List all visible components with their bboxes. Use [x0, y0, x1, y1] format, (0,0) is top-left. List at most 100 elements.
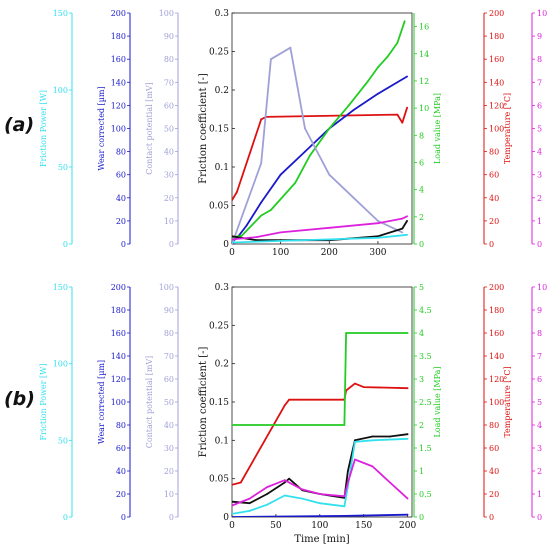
data-point — [406, 106, 408, 109]
data-point — [371, 465, 374, 468]
aux-axis-1: 0 20 40 60 80 100 120 140 160 180 200 Wear correcte… — [97, 283, 131, 522]
data-point — [255, 236, 258, 239]
aux-axis-5: 012345678910AE RMS [V] — [531, 283, 547, 522]
data-point — [279, 240, 282, 242]
aux-axis-tick-label: 60 — [164, 375, 174, 384]
data-point — [401, 231, 404, 234]
aux-axis-tick-label: 8 — [537, 329, 542, 338]
series-line-0 — [232, 382, 408, 486]
data-point — [279, 231, 282, 234]
aux-axis-label: Wear corrected [µm] — [97, 360, 106, 444]
data-point — [406, 75, 408, 78]
aux-axis-tick-label: 8 — [537, 55, 542, 64]
data-point — [367, 80, 370, 82]
aux-axis-tick-label: 150 — [53, 283, 68, 292]
aux-axis-tick-label: 200 — [489, 283, 504, 292]
data-point — [318, 493, 321, 495]
data-point — [260, 118, 263, 121]
data-point — [245, 224, 248, 227]
aux-axis-tick-label: 100 — [53, 86, 68, 95]
x-axis-label: Time [min] — [294, 534, 349, 545]
data-point — [389, 435, 391, 438]
aux-axis-tick-label: 40 — [164, 421, 174, 430]
data-point — [328, 173, 331, 176]
data-point — [255, 239, 258, 242]
aux-axis-tick-label: 9 — [537, 32, 542, 41]
aux-axis-tick-label: 20 — [489, 490, 499, 499]
x-tick-label: 50 — [270, 521, 282, 531]
data-point — [377, 66, 379, 69]
data-point — [406, 215, 408, 218]
data-point — [270, 209, 272, 211]
data-point — [371, 435, 374, 438]
main-y-tick-label: 0.05 — [209, 475, 229, 485]
x-tick-label: 100 — [311, 521, 328, 531]
data-point — [354, 441, 356, 443]
main-y-tick-label: 0 — [223, 513, 229, 523]
aux-axis-tick-label: 90 — [164, 32, 174, 41]
data-point — [283, 404, 286, 407]
aux-axis-4: 0 20 40 60 80 100 120 140 160 180 200 Temperature [… — [483, 283, 512, 522]
aux-axis-tick-label: 1 — [537, 217, 542, 226]
main-y-tick-label: 0.2 — [215, 86, 229, 96]
aux-axis-tick-label: 120 — [111, 375, 126, 384]
aux-axis-tick-label: 2.5 — [419, 398, 432, 407]
data-point — [377, 235, 379, 238]
aux-axis-tick-label: 140 — [111, 352, 126, 361]
data-point — [347, 470, 349, 472]
data-point — [232, 424, 233, 426]
data-point — [240, 234, 243, 237]
aux-axis-tick-label: 2 — [537, 467, 542, 476]
aux-axis-tick-label: 10 — [164, 490, 174, 499]
aux-axis-tick-label: 3 — [537, 444, 542, 453]
aux-axis-tick-label: 0 — [121, 513, 126, 522]
aux-axis-tick-label: 30 — [164, 444, 174, 453]
aux-axis-tick-label: 0 — [63, 240, 68, 249]
aux-axis-tick-label: 0 — [169, 240, 174, 249]
aux-axis-tick-label: 90 — [164, 306, 174, 315]
aux-axis-1: 0 20 40 60 80 100 120 140 160 180 200 Wear correcte… — [97, 9, 131, 249]
data-point — [239, 481, 242, 484]
aux-axis-tick-label: 80 — [489, 148, 499, 157]
aux-axis-tick-label: 60 — [116, 444, 126, 453]
aux-axis-tick-label: 100 — [159, 283, 174, 292]
data-point — [279, 173, 282, 176]
aux-axis-tick-label: 160 — [111, 329, 126, 338]
data-point — [248, 497, 251, 500]
data-point — [406, 513, 409, 516]
data-point — [343, 496, 346, 499]
data-point — [318, 502, 321, 505]
data-point — [283, 494, 286, 497]
data-point — [232, 504, 233, 507]
aux-axis-tick-label: 80 — [489, 421, 499, 430]
chart-panel-b: 0 0.05 0.1 0.15 0.2 0.25 0.3 Friction coefficie… — [39, 283, 547, 545]
aux-axis-tick-label: 4 — [537, 148, 542, 157]
aux-axis-tick-label: 60 — [164, 101, 174, 110]
data-point — [401, 217, 404, 220]
aux-axis-tick-label: 3 — [537, 171, 542, 180]
aux-axis-tick-label: 14 — [419, 50, 429, 59]
aux-axis-tick-label: 5 — [537, 398, 542, 407]
data-point — [232, 199, 233, 201]
main-y-tick-label: 0.3 — [215, 283, 230, 293]
data-point — [354, 439, 356, 442]
data-point — [266, 493, 268, 495]
aux-axis-tick-label: 60 — [116, 171, 126, 180]
series-line-4 — [232, 458, 409, 507]
data-point — [301, 488, 304, 491]
aux-axis-tick-label: 6 — [537, 375, 542, 384]
series-line-0 — [232, 107, 408, 201]
data-point — [266, 486, 268, 488]
data-point — [266, 503, 268, 506]
data-point — [304, 127, 306, 130]
data-point — [283, 481, 286, 484]
aux-axis-tick-label: 200 — [489, 9, 504, 18]
aux-axis-tick-label: 12 — [419, 77, 429, 86]
aux-axis-tick-label: 100 — [53, 360, 68, 369]
aux-axis-tick-label: 0 — [121, 240, 126, 249]
aux-axis-tick-label: 80 — [116, 148, 126, 157]
data-point — [403, 20, 406, 23]
aux-axis-tick-label: 140 — [489, 78, 504, 87]
aux-axis-tick-label: 9 — [537, 306, 542, 315]
data-point — [260, 201, 263, 204]
